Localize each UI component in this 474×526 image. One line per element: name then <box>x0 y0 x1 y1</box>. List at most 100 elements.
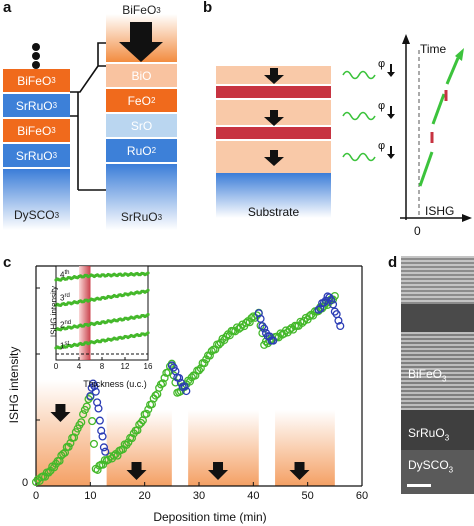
inset-data-point <box>146 288 150 292</box>
down-arrow-icon <box>289 462 310 480</box>
left-layer-label-2: SrRuO 3 <box>15 98 58 113</box>
data-point <box>169 363 178 372</box>
data-point <box>151 391 160 400</box>
data-point <box>242 318 251 327</box>
inset-data-point <box>146 271 150 275</box>
data-point <box>316 304 325 313</box>
inset-x-tick-label: 0 <box>54 362 59 371</box>
left-layer-3 <box>3 119 70 142</box>
data-point <box>214 340 223 349</box>
data-point <box>64 442 73 451</box>
data-point <box>79 410 88 419</box>
data-point <box>77 418 86 427</box>
right-layer-label-ruo2: RuO 2 <box>126 143 157 158</box>
dot <box>32 52 40 60</box>
inset-data-point <box>146 331 150 335</box>
data-point <box>99 443 108 452</box>
data-point <box>97 426 106 435</box>
inset-y-label: ISHG intensity <box>49 285 59 338</box>
time-label: Time <box>420 42 447 56</box>
tem-label-srruo3: SrRuO3 <box>408 426 450 443</box>
data-point <box>91 387 100 396</box>
data-point <box>185 377 194 386</box>
growth-window <box>36 380 91 486</box>
data-point <box>94 404 103 413</box>
panel-label-c: c <box>3 254 12 271</box>
inset-highlight <box>79 266 91 360</box>
data-point <box>167 361 176 370</box>
data-point <box>182 387 191 396</box>
green-segment <box>445 57 460 85</box>
b-layer-red-1 <box>216 86 331 98</box>
b-substrate-label: Substrate <box>247 205 300 219</box>
right-layer-bio <box>106 64 177 87</box>
inset-x-tick-label: 12 <box>121 362 130 371</box>
tem-bifeo3-top <box>401 256 474 304</box>
data-point <box>59 449 68 458</box>
green-segment <box>418 151 434 187</box>
data-point <box>334 316 343 325</box>
data-point <box>328 300 338 309</box>
data-point <box>88 417 97 426</box>
right-substrate <box>106 164 177 230</box>
inset-frame <box>55 265 149 361</box>
down-arrow-icon <box>208 462 229 480</box>
zero-label: 0 <box>414 224 421 238</box>
data-point <box>90 382 99 391</box>
sine-wave-icon <box>342 152 376 162</box>
data-point <box>319 298 329 307</box>
data-point <box>305 312 314 321</box>
tem-image <box>401 256 474 494</box>
left-substrate-label: DySCO 3 <box>13 208 60 222</box>
time-axis-arrow-icon <box>402 34 410 44</box>
down-arrow-icon <box>264 68 284 84</box>
x-tick-label: 40 <box>247 490 259 502</box>
down-arrow-icon <box>119 22 163 62</box>
small-down-arrow-icon <box>387 146 395 159</box>
dot <box>32 61 40 69</box>
inset-x-tick-label: 4 <box>77 362 82 371</box>
data-point <box>200 359 209 368</box>
sine-wave-icon <box>342 111 376 121</box>
growth-window <box>275 410 335 486</box>
inset-curve-label-3: 3rd <box>60 293 70 303</box>
right-layer-label-sro: SrO <box>130 118 153 133</box>
right-layer-label-bio: BiO <box>131 68 152 83</box>
inset-curve-label-4: 4th <box>60 270 70 280</box>
down-arrow-icon <box>264 150 284 166</box>
data-point <box>254 309 263 318</box>
data-point <box>296 317 305 326</box>
right-layer-feo2 <box>106 89 177 112</box>
data-point <box>285 325 294 334</box>
ishg-axis-label: ISHG <box>425 204 455 218</box>
data-point <box>69 433 79 442</box>
phi-label-3: φ <box>378 140 386 152</box>
panel-label-b: b <box>203 0 213 16</box>
data-point <box>158 379 167 388</box>
chart-x-label: Deposition time (min) <box>153 510 267 524</box>
scale-bar <box>407 484 431 487</box>
inset-curve-label-1: 1st <box>60 341 70 351</box>
data-point <box>113 451 122 460</box>
left-layer-2 <box>3 94 70 117</box>
data-point <box>336 321 345 331</box>
panel-label-d: d <box>388 254 398 271</box>
data-point <box>44 468 53 477</box>
inset-curve-label-2: 2nd <box>60 320 72 330</box>
data-point <box>98 432 107 441</box>
data-point <box>95 416 104 425</box>
data-point <box>160 373 169 382</box>
data-point <box>269 336 278 345</box>
data-point <box>101 447 110 456</box>
data-point <box>245 318 254 327</box>
inset-data-point <box>146 312 150 317</box>
data-point <box>109 451 118 460</box>
growth-window <box>188 410 259 486</box>
data-point <box>256 314 265 323</box>
right-layer-ruo2 <box>106 139 177 162</box>
right-substrate-label: SrRuO 3 <box>120 210 163 224</box>
left-layer-label-4: SrRuO 3 <box>15 148 58 163</box>
tem-bifeo3-main <box>401 332 474 410</box>
tem-label-dysco3: DySCO3 <box>408 458 454 475</box>
